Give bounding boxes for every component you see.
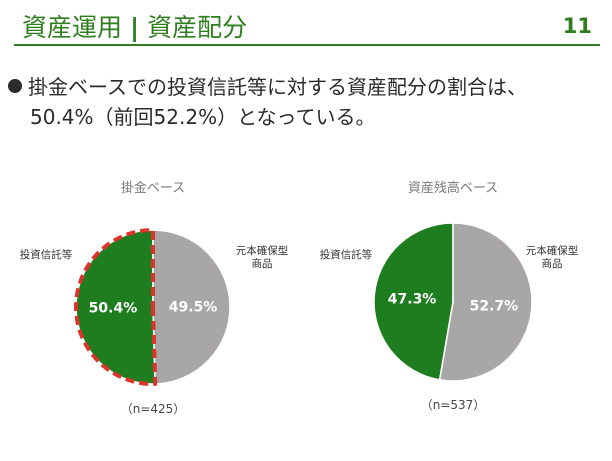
pie-slice-1-2 bbox=[152, 229, 231, 385]
bullet-dot-icon bbox=[8, 79, 22, 93]
category-label-1-2: 元本確保型商品 bbox=[236, 244, 289, 270]
slide-header: 資産運用 | 資産配分 11 bbox=[0, 0, 612, 50]
header-divider bbox=[14, 44, 600, 46]
value-label-2-2: 52.7% bbox=[470, 298, 519, 314]
value-label-1-1: 50.4% bbox=[89, 301, 138, 317]
value-label-2-1: 47.3% bbox=[388, 292, 437, 308]
title-separator: | bbox=[130, 13, 140, 42]
pie-chart-2 bbox=[373, 222, 533, 382]
summary-bullet: 掛金ベースでの投資信託等に対する資産配分の割合は、 50.4%（前回52.2%）… bbox=[8, 72, 598, 132]
chart-title-1: 掛金ベース bbox=[121, 180, 185, 196]
summary-line-1: 掛金ベースでの投資信託等に対する資産配分の割合は、 bbox=[28, 75, 527, 99]
pie-slice-2-1 bbox=[373, 222, 454, 381]
summary-line-2: 50.4%（前回52.2%）となっている。 bbox=[30, 105, 376, 129]
value-label-1-2: 49.5% bbox=[169, 299, 218, 315]
category-label-2-2: 元本確保型商品 bbox=[526, 244, 579, 270]
category-label-1-1: 投資信託等 bbox=[20, 248, 73, 261]
title-left: 資産運用 bbox=[22, 13, 123, 42]
category-label-2-1: 投資信託等 bbox=[320, 248, 373, 261]
title-right: 資産配分 bbox=[147, 13, 248, 42]
chart-title-2: 資産残高ベース bbox=[408, 180, 498, 196]
pie-slice-2-2 bbox=[438, 222, 533, 382]
page-number: 11 bbox=[562, 14, 592, 38]
slide-title: 資産運用 | 資産配分 bbox=[22, 8, 247, 44]
sample-size-label-2: （n=537） bbox=[421, 398, 486, 412]
pie-chart-1 bbox=[74, 228, 231, 386]
highlight-outline bbox=[74, 228, 158, 386]
sample-size-label-1: （n=425） bbox=[121, 402, 186, 416]
